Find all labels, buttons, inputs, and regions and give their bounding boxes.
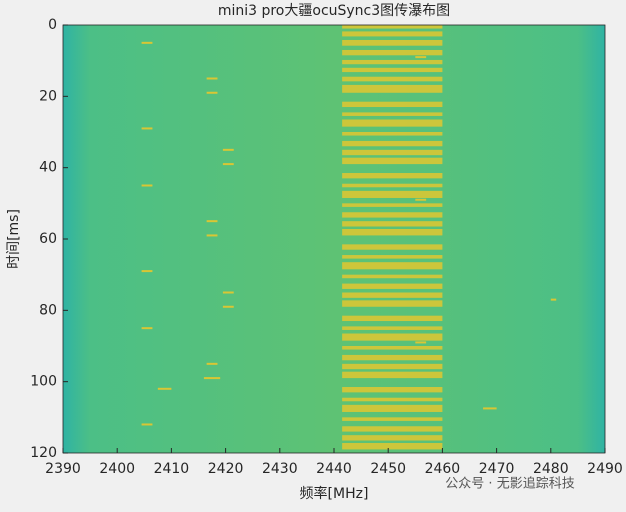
watermark: 公众号 · 无影追踪科技 [445, 476, 574, 492]
pulse [222, 148, 234, 151]
pulse [222, 305, 234, 308]
band-burst [342, 112, 443, 116]
pulse [415, 56, 427, 59]
pulse [141, 41, 153, 44]
band-burst [342, 354, 443, 361]
pulse [203, 377, 221, 380]
band-burst [342, 132, 443, 136]
band-burst [342, 212, 443, 218]
x-tick-label: 2420 [208, 461, 244, 477]
pulse [206, 91, 218, 94]
y-tick-label: 0 [48, 17, 57, 33]
pulse [141, 327, 153, 330]
band-burst [342, 173, 443, 179]
pulse [206, 77, 218, 80]
pulse [157, 387, 172, 390]
band-burst [342, 39, 443, 46]
pulse [415, 198, 427, 201]
x-tick-label: 2470 [479, 461, 515, 477]
pulse [206, 362, 218, 365]
y-tick-label: 100 [30, 374, 57, 390]
band-burst [342, 397, 443, 402]
x-axis-label: 频率[MHz] [300, 485, 369, 502]
pulse [483, 407, 497, 410]
band-burst [342, 417, 443, 421]
band-burst [342, 84, 443, 93]
pulse [141, 184, 153, 187]
pulse [206, 234, 218, 237]
band-burst [342, 149, 443, 156]
y-tick-label: 60 [39, 231, 57, 247]
y-tick-label: 40 [39, 160, 57, 176]
band-burst [342, 333, 443, 341]
x-tick-label: 2450 [370, 461, 406, 477]
band-burst [342, 49, 443, 56]
band-burst [342, 363, 443, 370]
band-burst [342, 274, 443, 279]
band-burst [342, 404, 443, 412]
band-burst [342, 203, 443, 207]
y-axis-label: 时间[ms] [6, 209, 22, 269]
y-tick-label: 20 [39, 88, 57, 104]
pulse [415, 341, 427, 344]
pulse [141, 423, 153, 426]
band-burst [342, 426, 443, 432]
band-burst [342, 387, 443, 393]
x-tick-label: 2400 [99, 461, 135, 477]
band-burst [342, 283, 443, 289]
band-burst [342, 183, 443, 188]
x-tick-label: 2460 [425, 461, 461, 477]
band-burst [342, 262, 443, 270]
pulse [206, 220, 218, 223]
y-tick-label: 120 [30, 445, 57, 461]
pulse [550, 298, 557, 301]
x-tick-label: 2410 [154, 461, 190, 477]
x-tick-label: 2480 [533, 461, 569, 477]
band-burst [342, 25, 443, 29]
band-burst [342, 315, 443, 322]
chart-title: mini3 pro大疆ocuSync3图传瀑布图 [218, 3, 450, 19]
pulse [141, 127, 153, 130]
x-tick-label: 2430 [262, 461, 298, 477]
pulse [222, 163, 234, 166]
band-burst [342, 119, 443, 127]
band-burst [342, 59, 443, 65]
band-burst [342, 244, 443, 250]
band-burst [342, 435, 443, 441]
band-burst [342, 67, 443, 73]
band-burst [342, 101, 443, 108]
pulse [141, 270, 153, 273]
plot-background [63, 25, 605, 453]
band-burst [342, 300, 443, 307]
band-burst [342, 443, 443, 450]
band-burst [342, 255, 443, 259]
band-burst [342, 346, 443, 350]
band-burst [342, 221, 443, 227]
band-burst [342, 371, 443, 379]
band-burst [342, 229, 443, 236]
band-burst [342, 157, 443, 165]
x-tick-label: 2390 [45, 461, 81, 477]
band-burst [342, 76, 443, 82]
band-burst [342, 326, 443, 330]
band-burst [342, 31, 443, 37]
band-burst [342, 190, 443, 198]
x-tick-label: 2440 [316, 461, 352, 477]
marks [141, 25, 557, 450]
pulse [222, 291, 234, 294]
x-tick-label: 2490 [587, 461, 623, 477]
band-burst [342, 140, 443, 147]
band-burst [342, 292, 443, 298]
y-tick-label: 80 [39, 302, 57, 318]
